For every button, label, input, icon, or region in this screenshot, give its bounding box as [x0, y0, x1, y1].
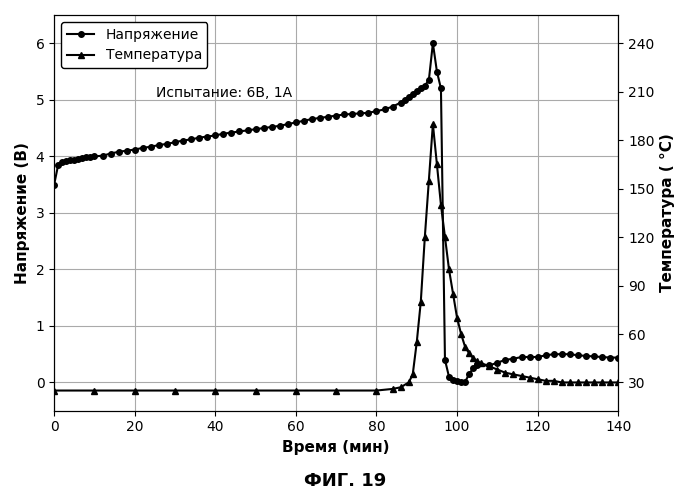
Температура	[171, 388, 179, 394]
Температура	[445, 266, 453, 272]
Text: ФИГ. 19: ФИГ. 19	[304, 472, 386, 490]
Температура	[509, 372, 518, 378]
Температура	[130, 388, 139, 394]
Температура	[550, 378, 558, 384]
Температура	[465, 350, 473, 356]
Температура	[526, 374, 534, 380]
Y-axis label: Температура ( °С): Температура ( °С)	[660, 134, 675, 292]
Температура	[417, 298, 425, 304]
Температура	[332, 388, 340, 394]
Напряжение	[590, 354, 598, 360]
Напряжение	[244, 128, 252, 134]
Напряжение	[348, 111, 357, 117]
Line: Температура: Температура	[51, 121, 621, 394]
Температура	[493, 366, 502, 372]
Legend: Напряжение, Температура: Напряжение, Температура	[61, 22, 208, 68]
Напряжение	[614, 354, 622, 360]
Температура	[404, 380, 413, 386]
Температура	[598, 380, 607, 386]
Температура	[251, 388, 259, 394]
Температура	[413, 339, 421, 345]
Температура	[428, 121, 437, 127]
Температура	[574, 380, 582, 386]
Y-axis label: Напряжение (В): Напряжение (В)	[15, 142, 30, 284]
Напряжение	[428, 40, 437, 46]
Температура	[388, 386, 397, 392]
Температура	[473, 358, 482, 364]
Температура	[469, 355, 477, 361]
Напряжение	[123, 148, 131, 154]
Температура	[441, 234, 449, 240]
Температура	[397, 384, 405, 390]
Температура	[90, 388, 99, 394]
X-axis label: Время (мин): Время (мин)	[282, 440, 390, 455]
Температура	[449, 290, 457, 296]
Температура	[292, 388, 300, 394]
Температура	[582, 380, 590, 386]
Температура	[542, 378, 550, 384]
Температура	[518, 373, 526, 379]
Температура	[373, 388, 381, 394]
Температура	[421, 234, 429, 240]
Температура	[566, 380, 574, 386]
Text: Испытание: 6В, 1А: Испытание: 6В, 1А	[156, 86, 292, 100]
Температура	[501, 370, 509, 376]
Напряжение	[219, 130, 228, 136]
Напряжение	[50, 182, 58, 188]
Напряжение	[457, 379, 465, 385]
Температура	[461, 344, 469, 350]
Line: Напряжение: Напряжение	[51, 40, 621, 384]
Температура	[425, 178, 433, 184]
Температура	[50, 388, 58, 394]
Напряжение	[211, 132, 219, 138]
Температура	[590, 380, 598, 386]
Температура	[614, 380, 622, 386]
Температура	[433, 162, 441, 168]
Температура	[453, 315, 461, 321]
Температура	[485, 364, 493, 370]
Температура	[408, 372, 417, 378]
Температура	[477, 360, 485, 366]
Температура	[606, 380, 614, 386]
Температура	[211, 388, 219, 394]
Температура	[457, 331, 465, 337]
Температура	[558, 380, 566, 386]
Температура	[437, 202, 445, 208]
Температура	[533, 376, 542, 382]
